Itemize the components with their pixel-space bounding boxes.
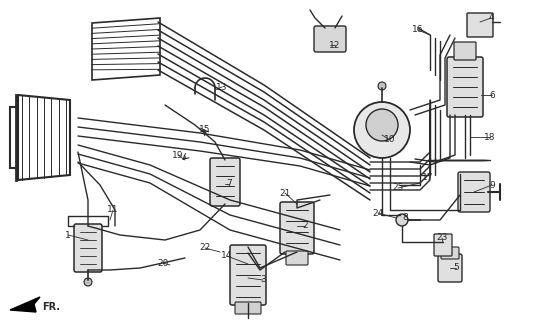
Text: 25: 25 [392, 183, 403, 193]
Text: 12: 12 [329, 41, 341, 50]
Text: 13: 13 [216, 83, 228, 92]
Text: 23: 23 [437, 234, 448, 243]
Text: 5: 5 [453, 263, 459, 273]
Text: 17: 17 [422, 173, 434, 182]
Text: 3: 3 [260, 276, 266, 284]
Text: 7: 7 [226, 180, 232, 188]
Text: 19: 19 [172, 150, 184, 159]
Text: 24: 24 [373, 209, 384, 218]
FancyBboxPatch shape [441, 247, 459, 259]
Text: 20: 20 [157, 259, 168, 268]
Polygon shape [10, 297, 40, 312]
FancyBboxPatch shape [235, 302, 261, 314]
FancyBboxPatch shape [438, 254, 462, 282]
FancyBboxPatch shape [434, 234, 452, 256]
FancyBboxPatch shape [286, 251, 308, 265]
FancyBboxPatch shape [74, 224, 102, 272]
Polygon shape [18, 95, 70, 180]
Text: 9: 9 [489, 180, 495, 189]
Text: 18: 18 [484, 132, 496, 141]
Text: 21: 21 [279, 188, 290, 197]
Text: 2: 2 [302, 221, 308, 230]
FancyBboxPatch shape [454, 42, 476, 60]
Text: 1: 1 [65, 230, 71, 239]
FancyBboxPatch shape [230, 245, 266, 305]
Circle shape [84, 278, 92, 286]
Circle shape [378, 82, 386, 90]
Circle shape [366, 109, 398, 141]
Circle shape [396, 214, 408, 226]
Text: 15: 15 [199, 125, 211, 134]
Polygon shape [92, 18, 160, 80]
FancyBboxPatch shape [447, 57, 483, 117]
Text: 22: 22 [199, 244, 211, 252]
Text: 4: 4 [488, 13, 494, 22]
Circle shape [354, 102, 410, 158]
Text: 6: 6 [489, 91, 495, 100]
FancyBboxPatch shape [467, 13, 493, 37]
FancyBboxPatch shape [458, 172, 490, 212]
Text: FR.: FR. [42, 302, 60, 312]
Text: 16: 16 [412, 26, 424, 35]
Text: 8: 8 [402, 213, 408, 222]
FancyBboxPatch shape [314, 26, 346, 52]
FancyBboxPatch shape [280, 202, 314, 254]
Text: 14: 14 [221, 252, 233, 260]
Text: 10: 10 [384, 135, 395, 145]
Text: 11: 11 [107, 205, 119, 214]
FancyBboxPatch shape [210, 158, 240, 206]
